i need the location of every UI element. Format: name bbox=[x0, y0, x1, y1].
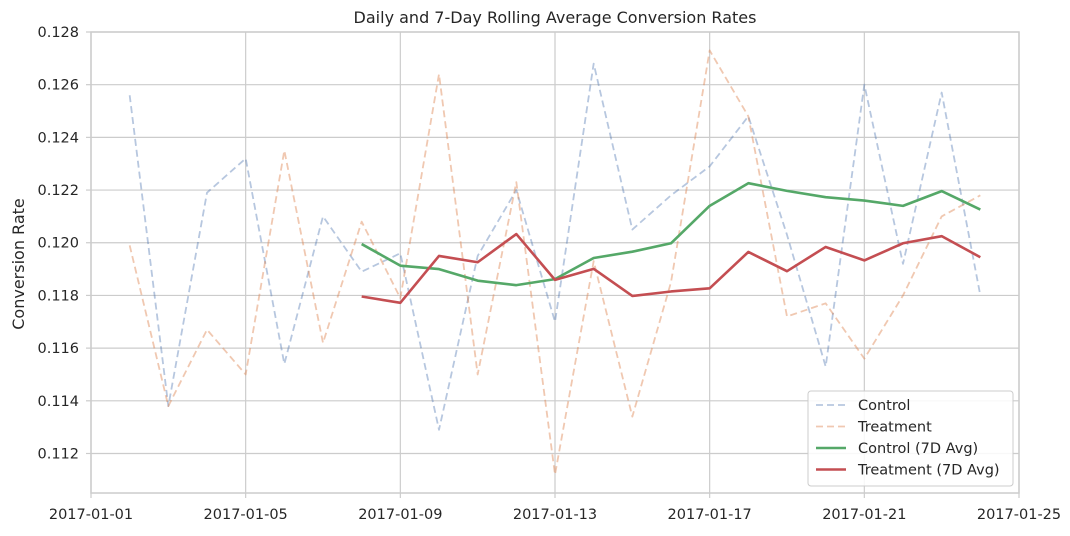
y-tick-label: 0.122 bbox=[37, 183, 79, 199]
y-tick-label: 0.116 bbox=[37, 341, 79, 357]
legend-label: Treatment (7D Avg) bbox=[857, 463, 1000, 479]
chart-title: Daily and 7-Day Rolling Average Conversi… bbox=[354, 8, 757, 27]
x-tick-label: 2017-01-05 bbox=[204, 507, 288, 523]
x-tick-label: 2017-01-01 bbox=[49, 507, 133, 523]
legend-label: Control (7D Avg) bbox=[858, 441, 978, 457]
legend-label: Control bbox=[858, 398, 910, 414]
y-tick-label: 0.120 bbox=[37, 236, 79, 252]
legend: Control Treatment Control (7D Avg) Treatmen… bbox=[808, 391, 1013, 486]
y-tick-label: 0.126 bbox=[37, 78, 79, 94]
y-tick-label: 0.124 bbox=[37, 130, 79, 146]
x-tick-label: 2017-01-09 bbox=[358, 507, 442, 523]
y-tick-label: 0.112 bbox=[37, 446, 79, 462]
y-tick-label: 0.128 bbox=[37, 25, 79, 41]
x-tick-label: 2017-01-13 bbox=[513, 507, 597, 523]
x-tick-label: 2017-01-25 bbox=[977, 507, 1061, 523]
x-tick-label: 2017-01-21 bbox=[822, 507, 906, 523]
y-tick-label: 0.114 bbox=[37, 394, 79, 410]
legend-label: Treatment bbox=[857, 420, 932, 436]
y-axis-label: Conversion Rate bbox=[9, 198, 28, 329]
x-tick-label: 2017-01-17 bbox=[668, 507, 752, 523]
y-tick-label: 0.118 bbox=[37, 288, 79, 304]
